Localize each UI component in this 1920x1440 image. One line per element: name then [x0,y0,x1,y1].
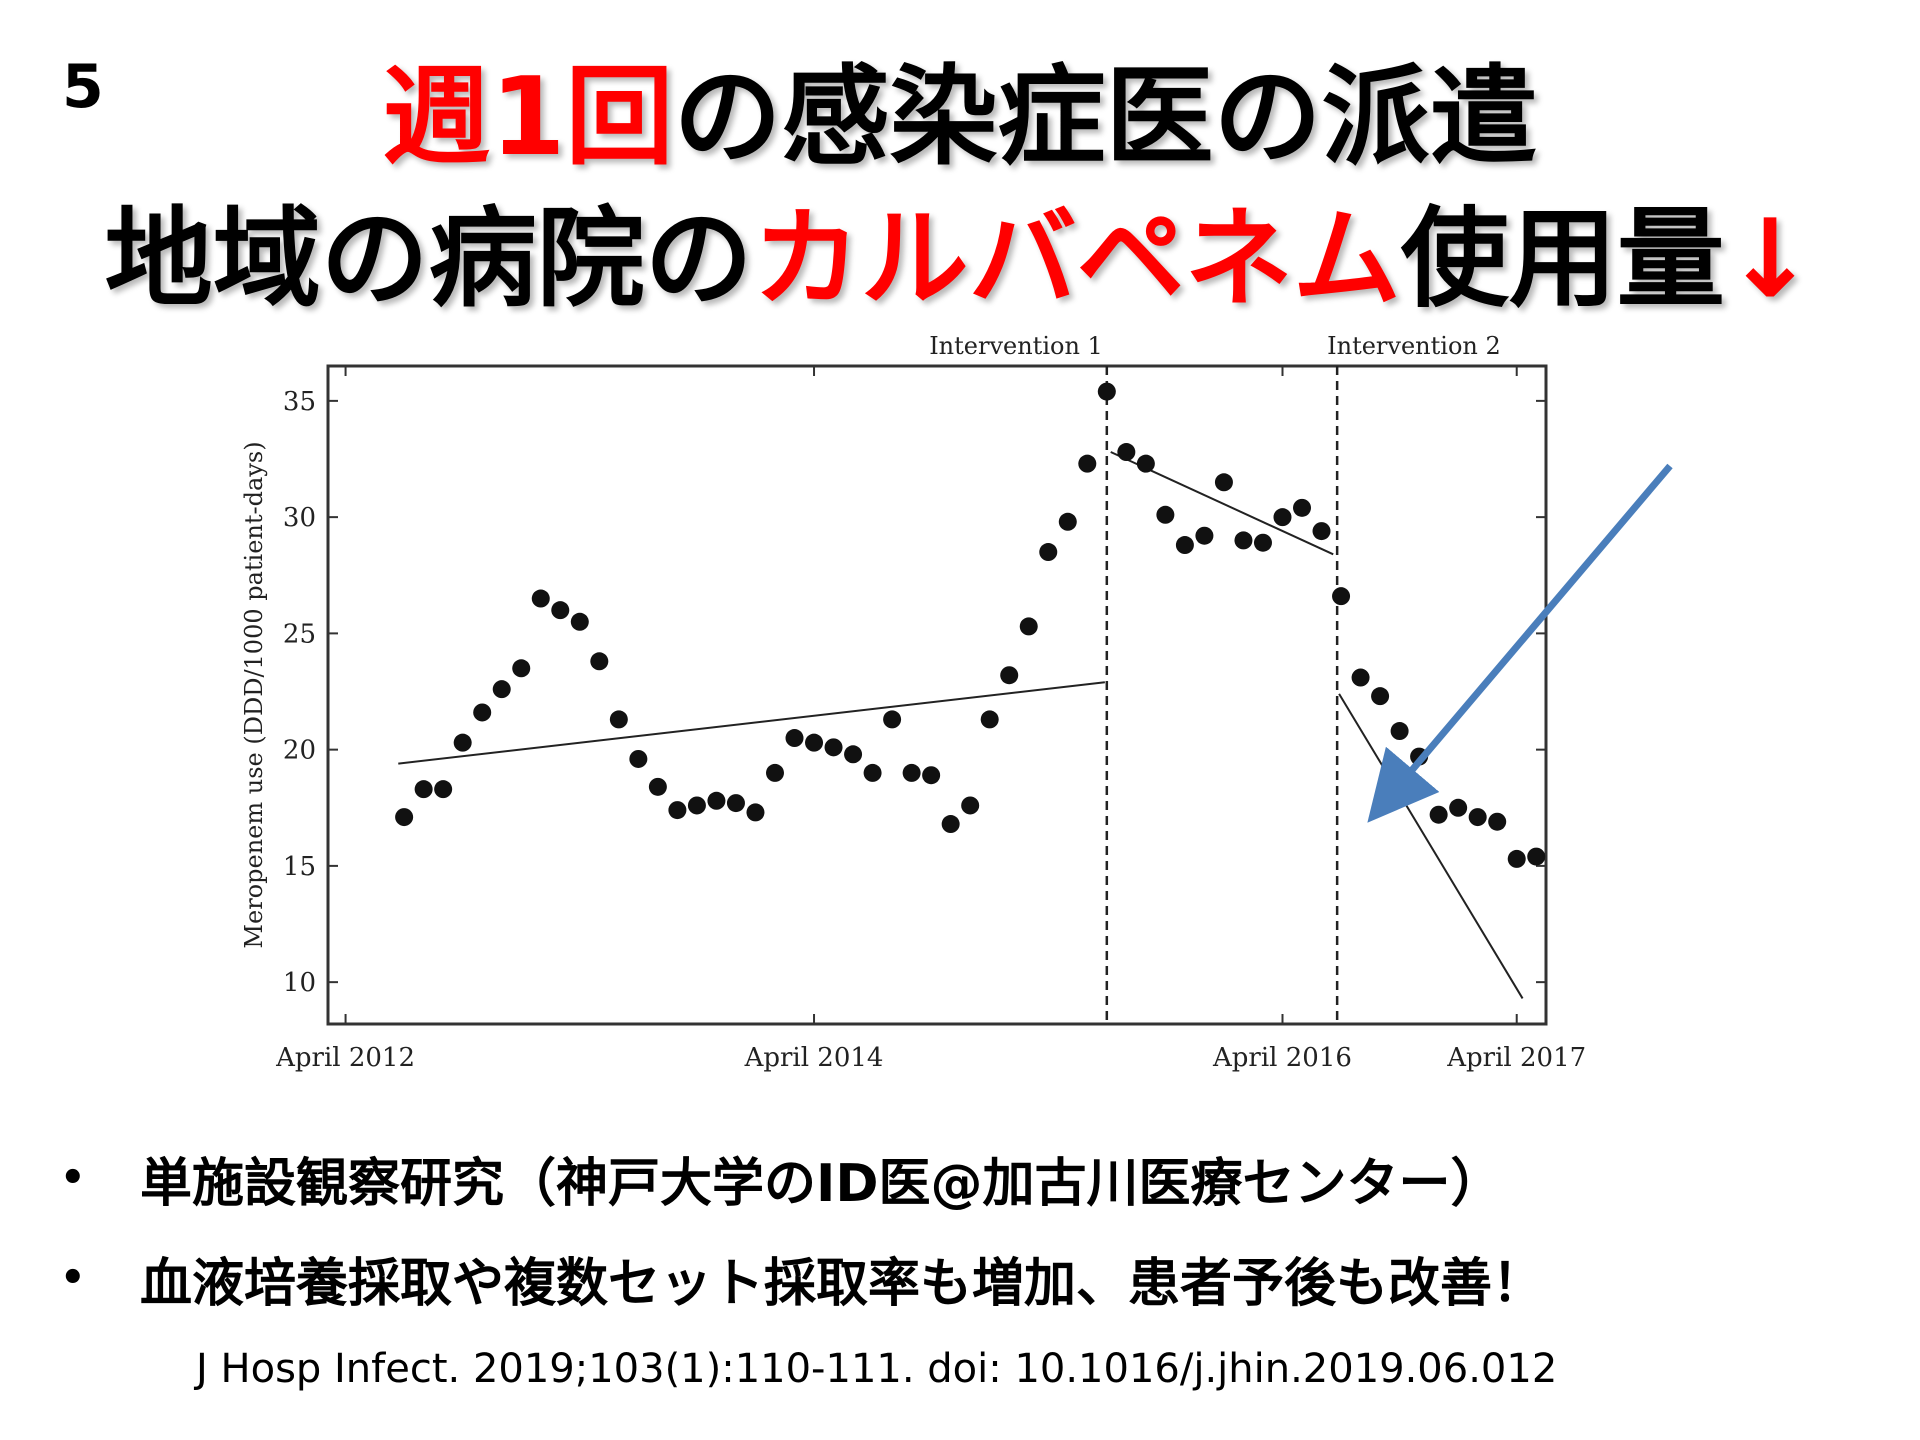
title-line-2: 地域の病院のカルバペネム使用量↓ [0,172,1920,328]
data-point [551,601,570,620]
data-point [883,710,902,729]
x-tick-label: April 2016 [1212,1043,1352,1073]
trend-line [1338,693,1524,999]
data-point [1371,687,1390,706]
data-point [1273,508,1292,527]
data-point [687,796,706,815]
intervention-label: Intervention 1 [929,332,1103,360]
title-highlight-carbapenem: カルバペネム [752,197,1401,322]
y-tick-label: 10 [283,968,316,998]
data-point [980,710,999,729]
data-point [1468,808,1487,827]
data-point [531,589,550,608]
y-tick-label: 20 [283,736,316,766]
data-point [1156,505,1175,524]
down-arrow-icon: ↓ [1724,197,1816,322]
data-point [1195,526,1214,545]
annotation-arrow [1367,463,1673,823]
data-point [629,749,648,768]
data-point [395,808,414,827]
data-point [805,733,824,752]
data-point [1039,543,1058,562]
data-point [1000,666,1019,685]
data-point [746,803,765,822]
title-text-1: の感染症医の派遣 [673,55,1538,180]
data-point [1488,812,1507,831]
data-point [785,729,804,748]
data-point [863,763,882,782]
data-point [824,738,843,757]
data-point [453,733,472,752]
bullet-text-1: 単施設観察研究（神戸大学のID医@加古川医療センター） [140,1153,1503,1214]
data-point [1117,443,1136,462]
data-point [1449,798,1468,817]
bullet-text-2: 血液培養採取や複数セット採取率も増加、患者予後も改善！ [140,1253,1545,1314]
y-tick-label: 15 [283,852,316,882]
data-point [609,710,628,729]
intervention-label: Intervention 2 [1327,332,1501,360]
data-point [590,652,609,671]
data-point [1136,454,1155,473]
data-point [1234,531,1253,550]
x-tick-label: April 2012 [275,1043,415,1073]
data-point [844,745,863,764]
data-point [1429,805,1448,824]
data-point [434,780,453,799]
data-point [512,659,531,678]
data-point [1097,382,1116,401]
data-point [941,815,960,834]
bullet-list: • 単施設観察研究（神戸大学のID医@加古川医療センター） • 血液培養採取や複… [60,1128,1900,1328]
data-point [414,780,433,799]
data-point [473,703,492,722]
data-point [961,796,980,815]
data-point [922,766,941,785]
data-point [1507,849,1526,868]
data-point [570,612,589,631]
data-point [1351,668,1370,687]
bullet-marker: • [60,1255,86,1301]
data-point [668,801,687,820]
data-point [1214,473,1233,492]
data-point [1312,522,1331,541]
data-point [492,680,511,699]
data-point [1019,617,1038,636]
title-text-2b: 使用量 [1400,197,1725,322]
data-point [726,794,745,813]
y-tick-label: 30 [283,503,316,533]
citation: J Hosp Infect. 2019;103(1):110-111. doi:… [196,1346,1558,1392]
plot-frame [326,364,1548,1026]
slide-number: 5 [62,52,104,122]
data-point [1390,722,1409,741]
bullet-item-1: • 単施設観察研究（神戸大学のID医@加古川医療センター） [60,1128,1900,1228]
x-tick-label: April 2017 [1446,1043,1586,1073]
data-point [902,763,921,782]
y-tick-label: 35 [283,387,316,417]
data-point [648,777,667,796]
title-line-1: 週1回の感染症医の派遣 [0,30,1920,186]
y-tick-label: 25 [283,619,316,649]
title-text-2a: 地域の病院の [104,197,753,322]
y-axis-label: Meropenem use (DDD/1000 patient-days) [240,441,268,948]
data-point [707,791,726,810]
bullet-marker: • [60,1155,86,1201]
title-highlight-weekly: 週1回 [382,55,674,180]
data-point [1527,847,1546,866]
trend-line [398,681,1105,765]
data-point [1175,536,1194,555]
x-tick-label: April 2014 [744,1043,884,1073]
data-point [1253,533,1272,552]
bullet-item-2: • 血液培養採取や複数セット採取率も増加、患者予後も改善！ [60,1228,1900,1328]
data-point [1332,587,1351,606]
data-point [1058,512,1077,531]
data-point [765,763,784,782]
data-point [1078,454,1097,473]
data-point [1293,498,1312,517]
